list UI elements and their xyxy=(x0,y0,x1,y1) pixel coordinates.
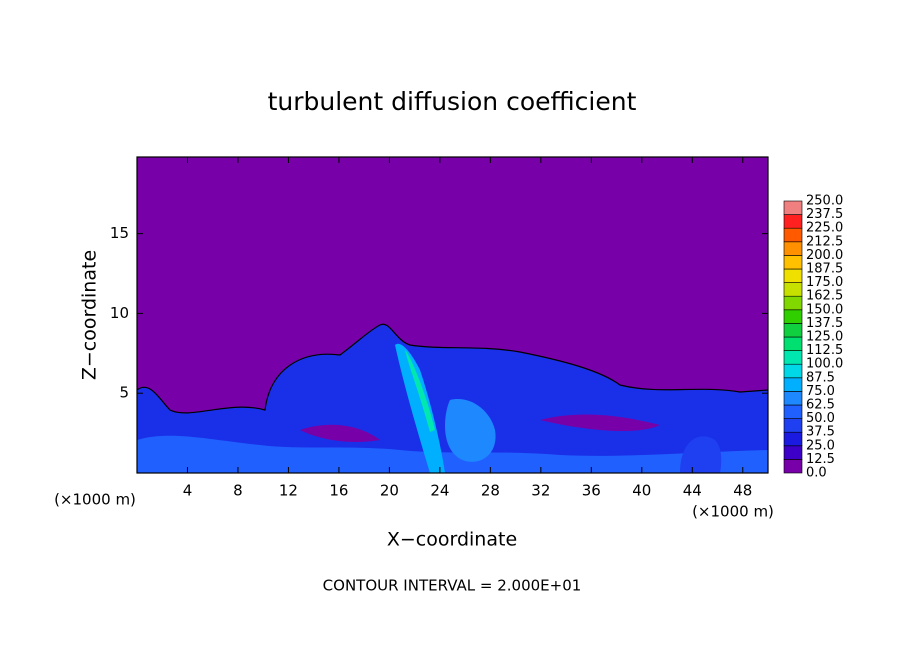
colorbar-band xyxy=(783,350,803,365)
y-tick-label: 5 xyxy=(119,384,129,402)
colorbar-band xyxy=(783,200,803,215)
x-unit-label: (×1000 m) xyxy=(692,503,774,521)
colorbar-label: 25.0 xyxy=(806,438,835,453)
colorbar-label: 87.5 xyxy=(806,370,835,385)
y-tick-label: 10 xyxy=(110,304,129,322)
contour-line xyxy=(136,323,769,414)
field-region xyxy=(137,435,768,473)
x-tick-label: 16 xyxy=(329,482,348,500)
x-tick-label: 32 xyxy=(531,482,550,500)
colorbar-label: 250.0 xyxy=(806,194,843,209)
colorbar-band xyxy=(783,295,803,311)
colorbar-band xyxy=(783,459,803,474)
x-tick-label: 24 xyxy=(430,482,449,500)
colorbar-label: 175.0 xyxy=(806,275,843,290)
x-tick-label: 20 xyxy=(380,482,399,500)
colorbar-band xyxy=(783,418,803,433)
colorbar-label: 125.0 xyxy=(806,330,843,345)
colorbar-band xyxy=(783,431,803,447)
chart-title: turbulent diffusion coefficient xyxy=(268,87,637,116)
x-tick-label: 28 xyxy=(481,482,500,500)
x-tick-label: 48 xyxy=(733,482,752,500)
plot-frame xyxy=(136,156,769,474)
field-region xyxy=(445,399,496,462)
colorbar-label: 200.0 xyxy=(806,248,843,263)
x-tick-label: 8 xyxy=(233,482,243,500)
x-tick-label: 44 xyxy=(683,482,702,500)
y-axis-label: Z−coordinate xyxy=(79,250,101,380)
colorbar-label: 187.5 xyxy=(806,262,843,277)
x-unit-label: (×1000 m) xyxy=(54,491,136,509)
colorbar-label: 0.0 xyxy=(806,466,827,481)
field-region xyxy=(405,350,435,432)
colorbar-band xyxy=(783,214,803,229)
colorbar-band xyxy=(783,323,803,338)
colorbar-label: 37.5 xyxy=(806,425,835,440)
colorbar-label: 162.5 xyxy=(806,289,843,304)
x-tick-label: 4 xyxy=(183,482,193,500)
colorbar-label: 137.5 xyxy=(806,316,843,331)
footer-note: CONTOUR INTERVAL = 2.000E+01 xyxy=(323,577,582,595)
colorbar-label: 112.5 xyxy=(806,343,843,358)
colorbar-label: 75.0 xyxy=(806,384,835,399)
colorbar-label: 62.5 xyxy=(806,398,835,413)
colorbar-band xyxy=(783,268,803,283)
field-region xyxy=(137,324,768,473)
colorbar-band xyxy=(783,404,803,419)
colorbar-label: 237.5 xyxy=(806,207,843,222)
colorbar-band xyxy=(783,255,803,270)
colorbar-band xyxy=(783,309,803,324)
y-tick-label: 15 xyxy=(110,224,129,242)
colorbar-band xyxy=(783,363,803,379)
colorbar-band xyxy=(783,227,803,243)
field-region xyxy=(395,343,445,473)
colorbar-band xyxy=(783,377,803,392)
x-tick-label: 36 xyxy=(582,482,601,500)
colorbar-band xyxy=(783,445,803,460)
field-region xyxy=(300,414,660,442)
colorbar-band xyxy=(783,282,803,297)
x-axis-label: X−coordinate xyxy=(387,529,517,551)
colorbar-band xyxy=(783,391,803,406)
colorbar-label: 100.0 xyxy=(806,357,843,372)
x-tick-label: 12 xyxy=(279,482,298,500)
colorbar-label: 225.0 xyxy=(806,221,843,236)
colorbar-band xyxy=(783,336,803,351)
colorbar-label: 12.5 xyxy=(806,452,835,467)
colorbar-band xyxy=(783,241,803,256)
field xyxy=(136,157,769,473)
x-tick-label: 40 xyxy=(632,482,651,500)
colorbar-label: 212.5 xyxy=(806,234,843,249)
field-region xyxy=(680,436,722,473)
colorbar-label: 150.0 xyxy=(806,302,843,317)
colorbar-label: 50.0 xyxy=(806,411,835,426)
